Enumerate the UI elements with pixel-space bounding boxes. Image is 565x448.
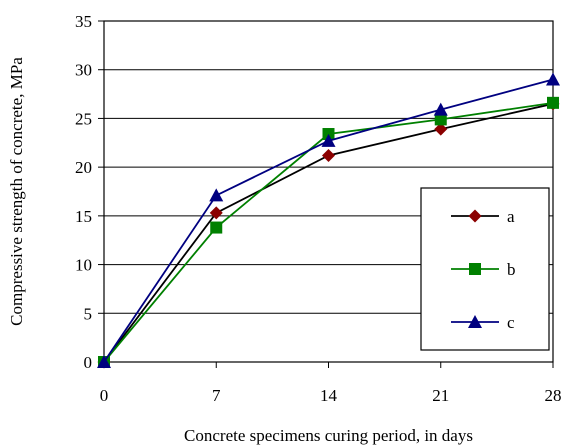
data-point-a bbox=[434, 122, 448, 136]
data-point-b bbox=[210, 221, 223, 234]
x-tick-label: 7 bbox=[212, 386, 221, 405]
legend-marker-c bbox=[468, 315, 482, 328]
y-tick-label: 5 bbox=[84, 304, 93, 323]
data-point-c bbox=[321, 133, 336, 147]
y-tick-label: 25 bbox=[75, 109, 92, 128]
legend-marker-a bbox=[468, 209, 482, 223]
data-point-b bbox=[547, 96, 559, 109]
y-tick-label: 0 bbox=[84, 353, 93, 372]
y-tick-label: 20 bbox=[75, 158, 92, 177]
y-axis-label: Compressive strength of concrete, MPa bbox=[7, 57, 26, 326]
axis-ticks: 0 5 10 15 20 25 30 35 0 7 14 21 28 bbox=[75, 12, 562, 405]
data-point-c bbox=[209, 188, 224, 202]
legend-label: b bbox=[507, 260, 516, 279]
data-point-a bbox=[209, 206, 223, 220]
x-tick-label: 14 bbox=[320, 386, 338, 405]
x-tick-label: 21 bbox=[432, 386, 449, 405]
x-axis-label: Concrete specimens curing period, in day… bbox=[184, 426, 473, 445]
x-tick-label: 0 bbox=[100, 386, 109, 405]
data-point-c bbox=[546, 72, 560, 86]
series-group bbox=[97, 72, 560, 369]
y-tick-label: 35 bbox=[75, 12, 92, 31]
data-point-c bbox=[97, 355, 111, 368]
data-point-a bbox=[322, 148, 335, 162]
data-point-c bbox=[433, 102, 448, 116]
legend-item-b: b bbox=[451, 260, 516, 279]
y-tick-label: 30 bbox=[75, 61, 92, 80]
legend-item-c: c bbox=[451, 313, 515, 332]
series-c bbox=[97, 72, 560, 368]
legend-label: a bbox=[507, 207, 515, 226]
legend: a b c bbox=[420, 187, 550, 351]
legend-item-a: a bbox=[451, 207, 515, 226]
x-tick-label: 28 bbox=[545, 386, 562, 405]
legend-label: c bbox=[507, 313, 515, 332]
y-tick-label: 15 bbox=[75, 207, 92, 226]
data-point-b bbox=[434, 113, 447, 126]
legend-marker-b bbox=[469, 263, 481, 275]
y-tick-label: 10 bbox=[75, 256, 92, 275]
